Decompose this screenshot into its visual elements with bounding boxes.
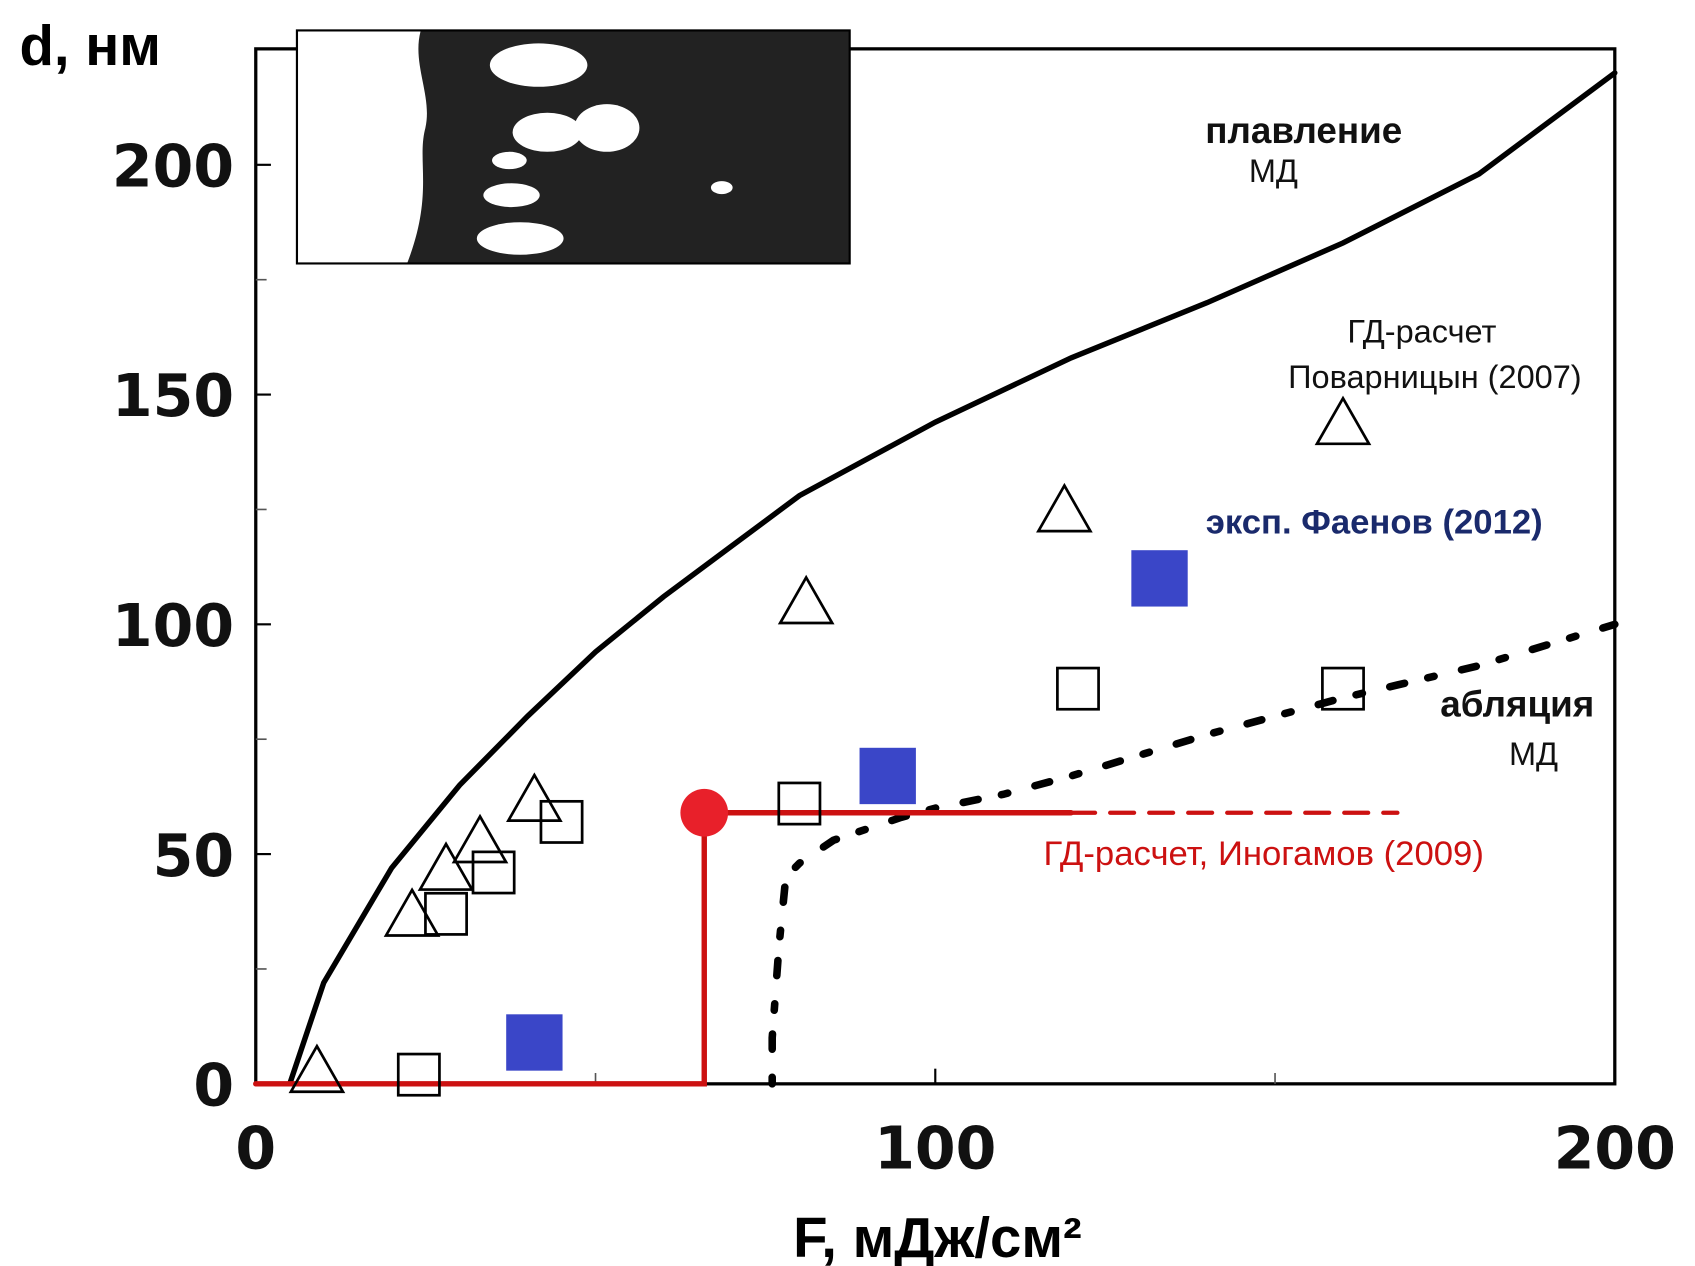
annotation: эксп. Фаенов (2012) [1206, 503, 1543, 541]
square-marker [396, 1052, 441, 1097]
y-tick-label: 150 [112, 362, 234, 430]
triangle-marker [417, 841, 475, 891]
triangle-marker [288, 1043, 346, 1094]
filled-square-marker [859, 747, 916, 805]
x-axis-label: F, мДж/см² [793, 1206, 1082, 1266]
y-tick-label: 100 [112, 592, 234, 660]
annotation: МД [1509, 736, 1558, 772]
circle-marker [680, 788, 729, 837]
data-line [253, 810, 1074, 1087]
annotation: МД [1249, 153, 1298, 189]
annotation: ГД-расчет [1347, 314, 1496, 350]
annotation: плавление [1205, 110, 1402, 151]
square-marker [1321, 666, 1365, 711]
x-tick-label: 100 [874, 1114, 996, 1182]
square-marker [471, 850, 516, 895]
square-marker [424, 891, 468, 936]
square-marker [539, 799, 584, 844]
y-axis-label: d, нм [20, 14, 161, 77]
triangle-marker [383, 887, 441, 937]
triangle-marker [777, 574, 835, 625]
x-tick-label: 0 [235, 1114, 276, 1182]
square-marker [1056, 666, 1100, 711]
filled-square-marker [506, 1014, 563, 1071]
annotation: ГД-расчет, Иногамов (2009) [1043, 835, 1483, 873]
annotation: абляция [1440, 683, 1594, 724]
y-tick-label: 0 [193, 1052, 234, 1120]
y-tick-label: 200 [112, 132, 234, 200]
triangle-marker [451, 813, 509, 864]
y-tick-label: 50 [153, 822, 234, 890]
x-tick-label: 200 [1554, 1114, 1676, 1182]
annotation: Поварницын (2007) [1288, 359, 1581, 395]
data-line [768, 620, 1619, 1088]
filled-square-marker [1131, 550, 1188, 607]
triangle-marker [1036, 482, 1093, 533]
data-line [287, 70, 1618, 1087]
triangle-marker [506, 772, 563, 822]
inset-image [295, 29, 851, 265]
square-marker [777, 781, 822, 826]
triangle-marker [1314, 395, 1372, 446]
